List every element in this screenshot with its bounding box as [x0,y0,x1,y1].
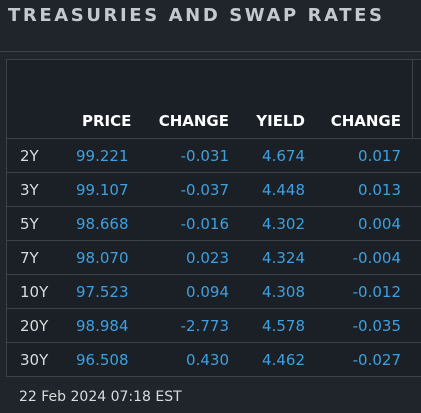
row-price: 98.984 [76,317,129,335]
row-term: 3Y [20,181,39,199]
table-header: PRICE CHANGE YIELD CHANGE [6,59,421,139]
row-yield: 4.308 [262,283,305,301]
row-price-change: 0.023 [186,249,229,267]
table-row[interactable]: 2Y 99.221 -0.031 4.674 0.017 [6,139,421,173]
row-yield-change: 0.013 [358,181,401,199]
row-price-change: -2.773 [180,317,229,335]
row-yield: 4.674 [262,147,305,165]
row-price-change: -0.031 [180,147,229,165]
row-term: 2Y [20,147,39,165]
row-yield: 4.448 [262,181,305,199]
rates-table [6,59,421,376]
table-row[interactable]: 20Y 98.984 -2.773 4.578 -0.035 [6,309,421,343]
row-price: 99.107 [76,181,129,199]
row-yield: 4.302 [262,215,305,233]
table-row[interactable]: 7Y 98.070 0.023 4.324 -0.004 [6,241,421,275]
row-yield: 4.324 [262,249,305,267]
row-yield: 4.462 [262,351,305,369]
header-divider [412,59,413,139]
row-term: 10Y [20,283,49,301]
row-yield-change: 0.004 [358,215,401,233]
row-price: 97.523 [76,283,129,301]
row-price: 99.221 [76,147,129,165]
row-term: 5Y [20,215,39,233]
row-term: 7Y [20,249,39,267]
last-updated-timestamp: 22 Feb 2024 07:18 EST [19,389,182,405]
row-term: 30Y [20,351,49,369]
table-row[interactable]: 5Y 98.668 -0.016 4.302 0.004 [6,207,421,241]
row-price-change: -0.037 [180,181,229,199]
title-divider [0,51,421,52]
row-yield-change: -0.035 [352,317,401,335]
column-header-price[interactable]: PRICE [82,112,132,130]
column-header-price-change[interactable]: CHANGE [158,112,229,130]
table-row[interactable]: 10Y 97.523 0.094 4.308 -0.012 [6,275,421,309]
table-row[interactable]: 3Y 99.107 -0.037 4.448 0.013 [6,173,421,207]
widget-title: TREASURIES AND SWAP RATES [8,5,385,26]
row-price: 96.508 [76,351,129,369]
row-yield-change: -0.027 [352,351,401,369]
row-yield-change: -0.004 [352,249,401,267]
table-row[interactable]: 30Y 96.508 0.430 4.462 -0.027 [6,343,421,377]
row-price: 98.070 [76,249,129,267]
column-header-yield-change[interactable]: CHANGE [330,112,401,130]
row-price-change: -0.016 [180,215,229,233]
row-yield-change: 0.017 [358,147,401,165]
row-yield-change: -0.012 [352,283,401,301]
row-price: 98.668 [76,215,129,233]
row-price-change: 0.094 [186,283,229,301]
row-yield: 4.578 [262,317,305,335]
column-header-yield[interactable]: YIELD [256,112,305,130]
row-price-change: 0.430 [186,351,229,369]
row-term: 20Y [20,317,49,335]
